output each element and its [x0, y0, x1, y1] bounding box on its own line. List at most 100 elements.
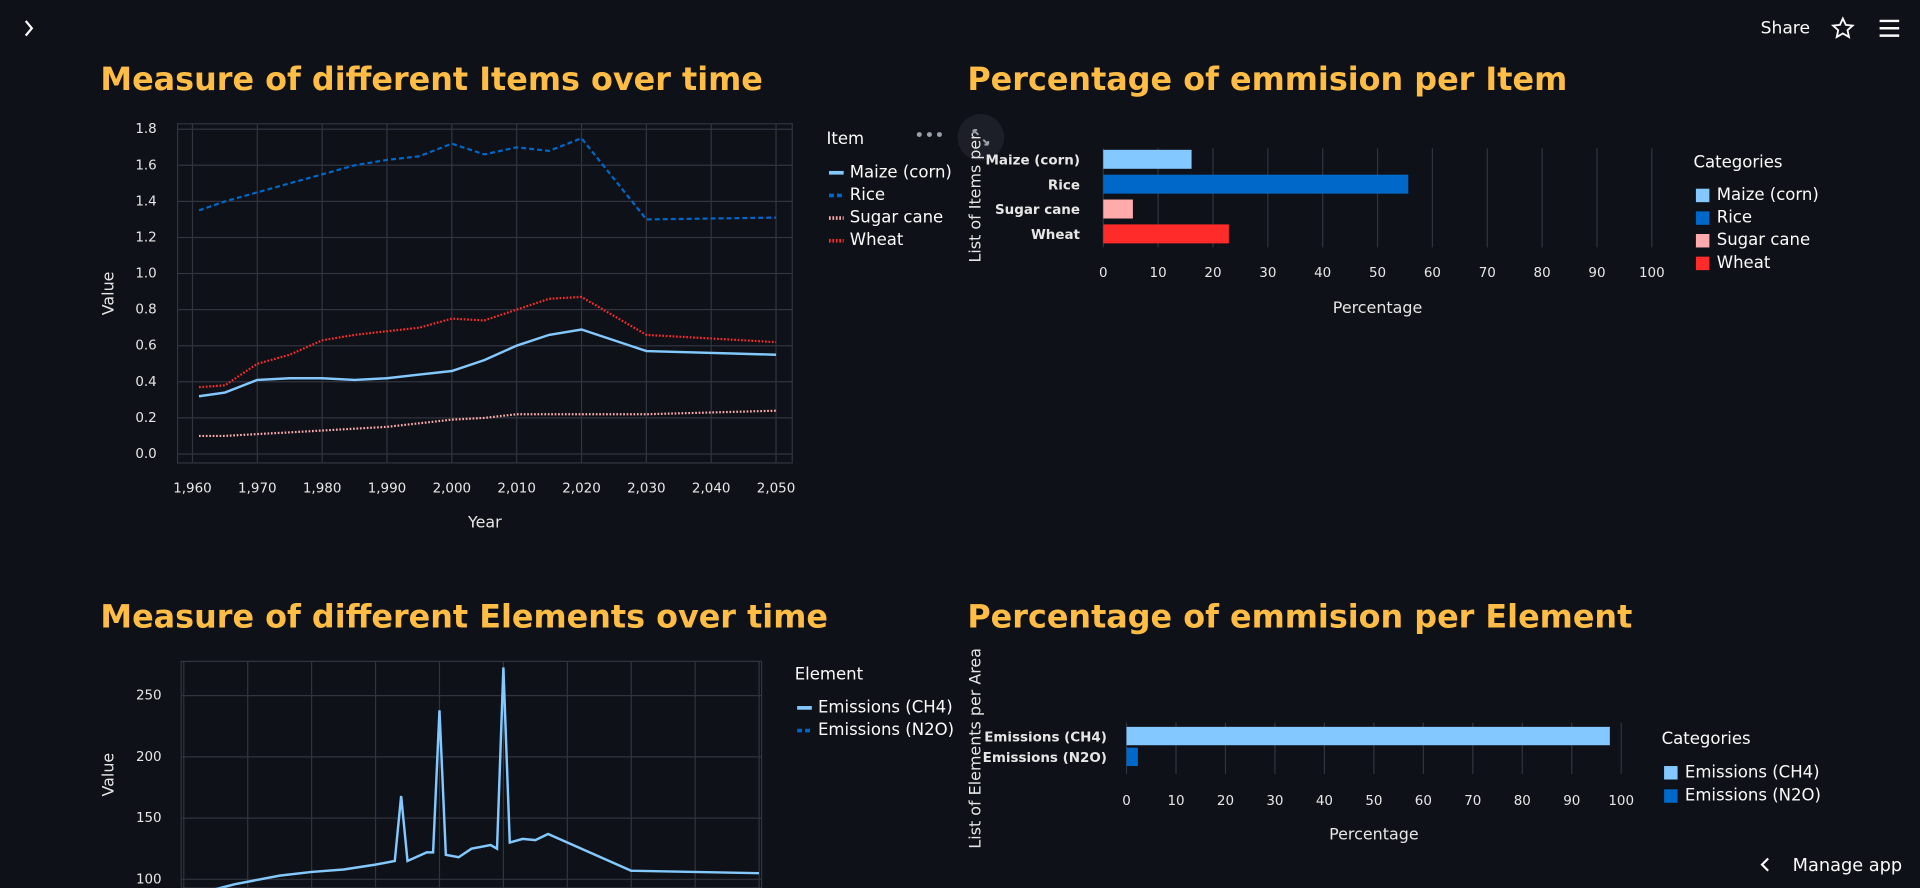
y-axis-label: List of Items per [965, 133, 984, 263]
y-axis-label: List of Elements per Area [965, 648, 984, 849]
sidebar-toggle[interactable] [24, 20, 34, 37]
share-button[interactable]: Share [1761, 18, 1810, 38]
legend-label: Rice [1717, 208, 1752, 227]
bar [1103, 149, 1192, 169]
x-tick-label: 100 [1608, 794, 1634, 809]
legend-label: Maize (corn) [850, 162, 952, 181]
series-line [198, 409, 777, 438]
x-tick-label: 1,960 [173, 482, 212, 497]
y-tick-label: 250 [136, 689, 162, 704]
collapse-icon [1760, 857, 1769, 872]
y-tick-label: 100 [136, 872, 162, 887]
y-tick-label: 200 [136, 750, 162, 765]
x-tick-label: 0 [1122, 794, 1131, 809]
y-tick-label: Maize (corn) [986, 154, 1080, 169]
x-tick-label: 2,050 [757, 482, 796, 497]
y-tick-label: 0.6 [135, 339, 156, 354]
x-tick-label: 70 [1464, 794, 1481, 809]
y-tick-label: Sugar cane [995, 203, 1080, 218]
manage-app-button[interactable]: Manage app [1793, 856, 1903, 876]
x-tick-label: 2,020 [562, 482, 601, 497]
legend-symbol [1664, 766, 1678, 780]
x-axis-label: Year [467, 512, 502, 531]
x-tick-label: 20 [1217, 794, 1234, 809]
x-tick-label: 70 [1479, 266, 1496, 281]
legend-label: Wheat [850, 230, 904, 249]
bar [1103, 174, 1409, 194]
x-tick-label: 90 [1563, 794, 1580, 809]
legend-symbol [1695, 256, 1710, 271]
legend-label: Maize (corn) [1717, 185, 1819, 204]
x-tick-label: 30 [1259, 266, 1276, 281]
y-tick-label: 1.4 [135, 194, 156, 209]
y-axis-label: Value [98, 753, 117, 797]
x-tick-label: 40 [1316, 794, 1333, 809]
bar [1126, 747, 1138, 767]
star-button[interactable] [1830, 16, 1855, 39]
y-tick-label: 1.6 [135, 158, 156, 173]
y-tick-label: 0.0 [135, 447, 156, 462]
y-tick-label: 0.4 [135, 375, 156, 390]
x-tick-label: 100 [1639, 266, 1665, 281]
y-tick-label: Emissions (CH4) [984, 730, 1107, 745]
y-tick-label: 150 [136, 811, 162, 826]
main-menu[interactable] [1879, 19, 1900, 37]
legend-title: Categories [1693, 152, 1782, 171]
x-tick-label: 1,970 [238, 482, 277, 497]
legend-label: Emissions (CH4) [818, 697, 953, 716]
x-tick-label: 2,040 [692, 482, 731, 497]
legend-label: Wheat [1717, 253, 1771, 272]
x-tick-label: 1,990 [368, 482, 407, 497]
y-tick-label: 1.0 [135, 267, 156, 282]
bar [1126, 726, 1610, 746]
legend-label: Emissions (CH4) [1685, 762, 1820, 781]
x-tick-label: 40 [1314, 266, 1331, 281]
y-tick-label: 1.8 [135, 122, 156, 137]
y-tick-label: Rice [1048, 178, 1080, 193]
legend-title: Element [795, 664, 864, 683]
legend-title: Item [827, 129, 865, 148]
expand-button[interactable] [957, 114, 1005, 161]
series-line [215, 667, 760, 888]
x-axis-label: Percentage [1329, 825, 1418, 844]
chart-menu[interactable]: ••• [914, 126, 944, 146]
x-tick-label: 30 [1266, 794, 1283, 809]
legend-title: Categories [1662, 729, 1751, 748]
expand-icon [972, 128, 990, 146]
section-title: Percentage of emmision per Element [967, 597, 1632, 635]
bar [1103, 224, 1229, 244]
section-title: Measure of different Items over time [100, 60, 763, 98]
x-tick-label: 10 [1167, 794, 1184, 809]
legend-label: Sugar cane [850, 208, 943, 227]
x-tick-label: 90 [1588, 266, 1605, 281]
legend-symbol [1695, 188, 1710, 203]
series-line [198, 295, 777, 389]
section-title: Percentage of emmision per Item [967, 60, 1567, 98]
section-title: Measure of different Elements over time [100, 597, 828, 635]
y-tick-label: 0.2 [135, 411, 156, 426]
y-tick-label: 0.8 [135, 303, 156, 318]
bar [1103, 199, 1133, 219]
legend-label: Emissions (N2O) [1685, 786, 1821, 805]
x-tick-label: 60 [1424, 266, 1441, 281]
y-tick-label: Emissions (N2O) [983, 751, 1107, 766]
plot-frame [176, 123, 793, 464]
legend-symbol [1695, 234, 1710, 248]
legend-label: Rice [850, 185, 885, 204]
legend-label: Sugar cane [1717, 230, 1810, 249]
x-tick-label: 50 [1365, 794, 1382, 809]
y-axis-label: Value [98, 272, 117, 316]
x-tick-label: 0 [1099, 266, 1108, 281]
x-axis-label: Percentage [1333, 298, 1422, 317]
x-tick-label: 2,030 [627, 482, 666, 497]
series-line [198, 136, 777, 221]
x-tick-label: 2,010 [497, 482, 536, 497]
x-tick-label: 2,000 [433, 482, 472, 497]
legend-symbol [1664, 789, 1678, 803]
x-tick-label: 50 [1369, 266, 1386, 281]
legend-symbol [1695, 211, 1710, 225]
x-tick-label: 10 [1150, 266, 1167, 281]
x-tick-label: 1,980 [303, 482, 342, 497]
